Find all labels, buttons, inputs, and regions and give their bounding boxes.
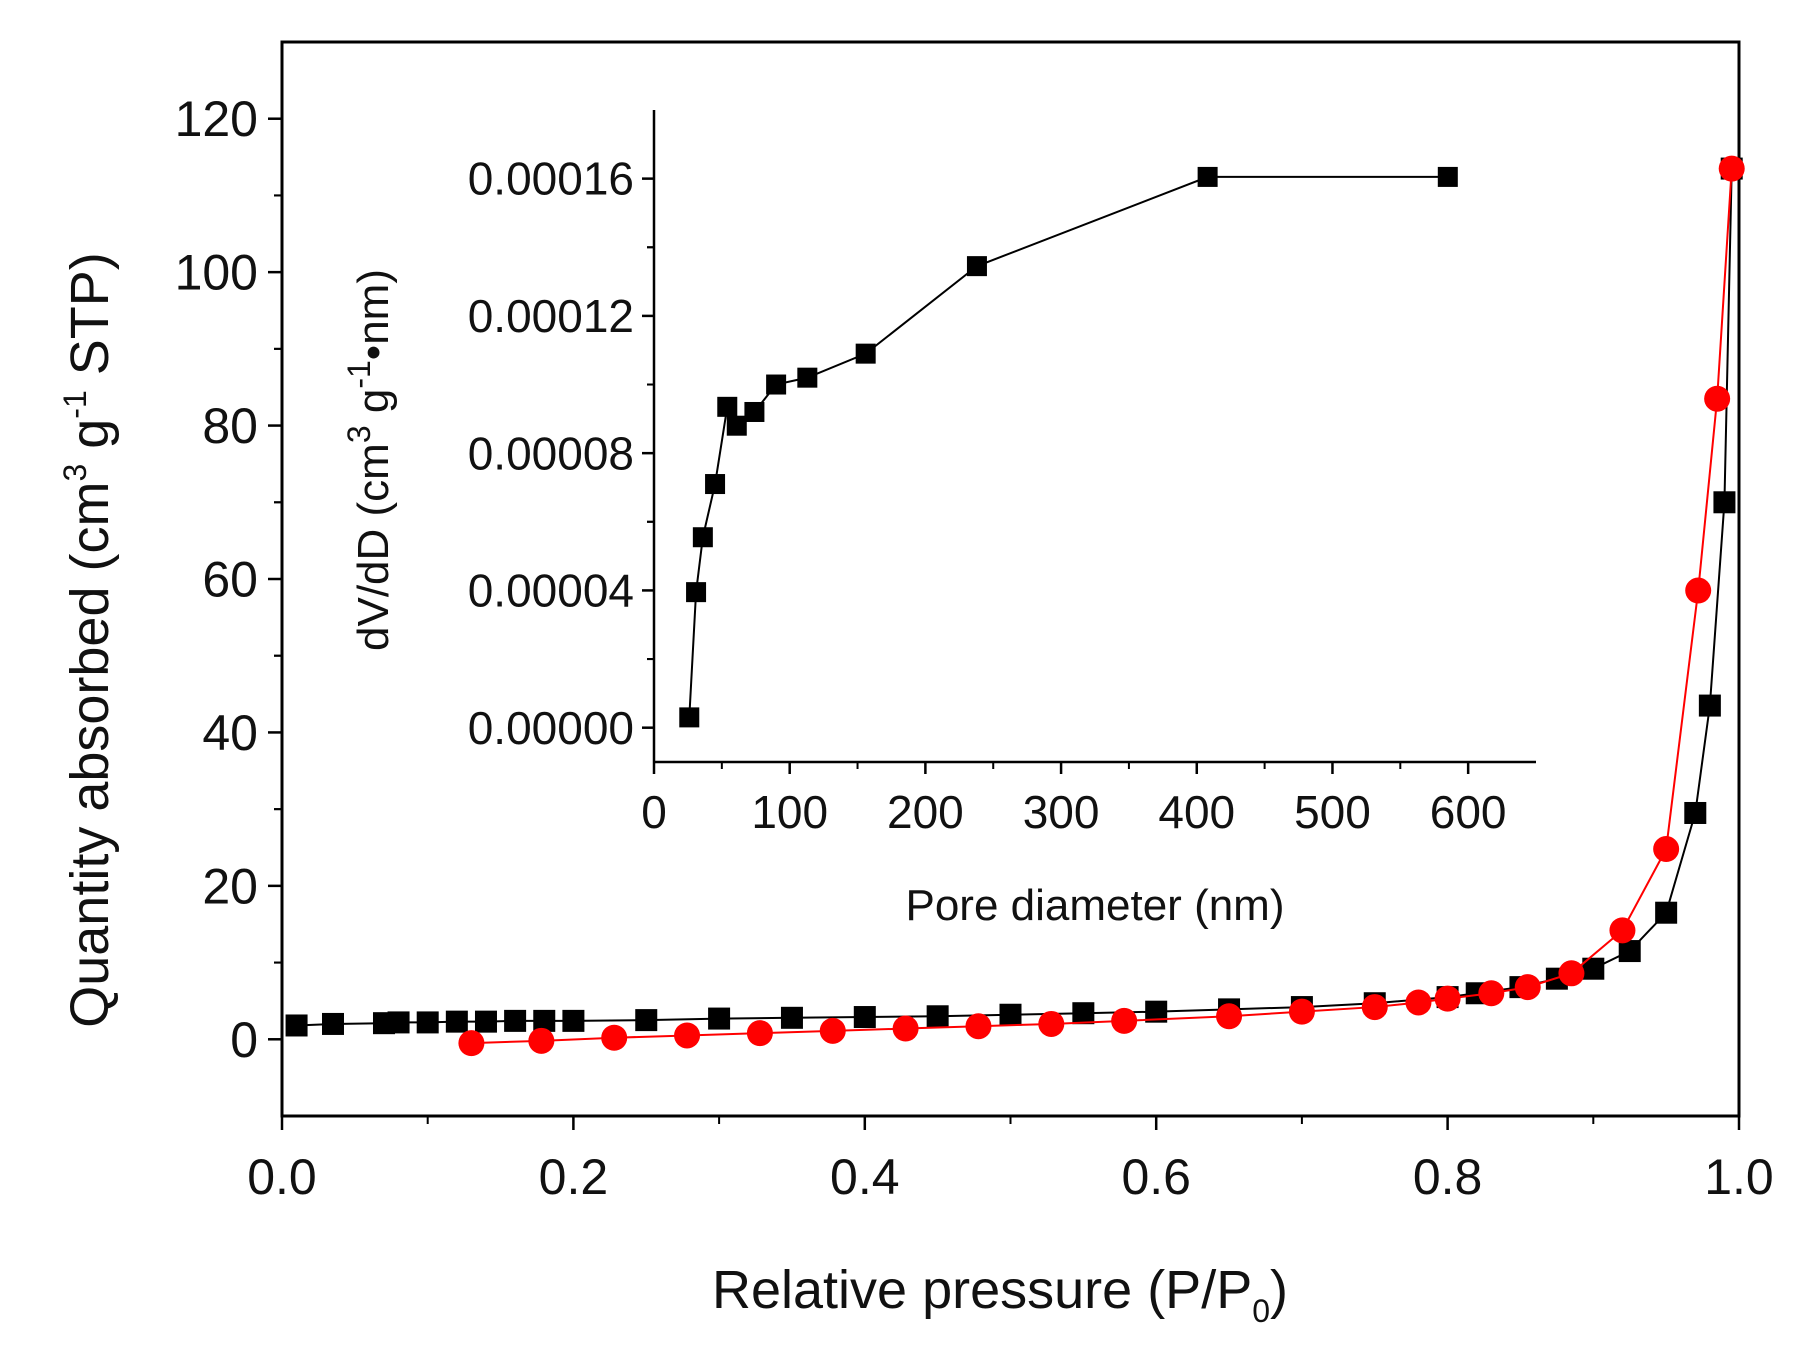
main-series-0-point	[416, 1011, 439, 1034]
main-series-1-point	[1685, 577, 1712, 604]
main-series-0-point	[999, 1003, 1022, 1026]
main-series-1-point	[1038, 1010, 1065, 1037]
main-series-1-point	[1704, 385, 1731, 412]
main-series-1-point	[1111, 1007, 1138, 1034]
main-series-0-point	[321, 1012, 344, 1035]
inset-series-0-point	[1437, 166, 1458, 187]
inset-x-tick-label: 500	[1294, 786, 1371, 838]
main-series-0-point	[562, 1009, 585, 1032]
inset-y-tick-label: 0.00004	[468, 565, 634, 617]
main-series-1-point	[1434, 985, 1461, 1012]
main-series-0-point	[387, 1011, 410, 1034]
main-series-1-point	[1653, 836, 1680, 863]
main-series-1-point	[674, 1022, 701, 1049]
main-y-tick-label: 20	[202, 858, 258, 914]
main-series-1-point	[1216, 1003, 1243, 1030]
main-x-tick-label: 0.6	[1121, 1149, 1191, 1205]
inset-series-0-point	[717, 396, 738, 417]
inset-y-tick-label: 0.00008	[468, 427, 634, 479]
main-series-1-point	[1478, 980, 1505, 1007]
main-series-0-point	[533, 1009, 556, 1032]
main-plot-series	[285, 155, 1745, 1057]
main-series-0-point	[1698, 694, 1721, 717]
inset-x-tick-label: 100	[751, 786, 828, 838]
main-series-1-point	[601, 1024, 628, 1051]
main-series-1-point	[892, 1015, 919, 1042]
main-series-0-point	[1684, 801, 1707, 824]
main-series-0-point	[285, 1014, 308, 1037]
main-series-0-point	[708, 1007, 731, 1030]
main-series-0-point	[474, 1010, 497, 1033]
main-y-tick-label: 120	[175, 91, 258, 147]
main-x-tick-label: 0.2	[539, 1149, 609, 1205]
inset-series-0-point	[726, 415, 747, 436]
inset-x-tick-label: 400	[1158, 786, 1235, 838]
main-series-1-point	[1405, 989, 1432, 1016]
inset-y-tick-label: 0.00016	[468, 153, 634, 205]
main-series-1-point	[528, 1027, 555, 1054]
main-series-1-point	[458, 1030, 485, 1057]
main-series-0-point	[635, 1009, 658, 1032]
main-y-tick-label: 80	[202, 398, 258, 454]
inset-series-0-point	[692, 527, 713, 548]
inset-series-0-point	[679, 707, 700, 728]
inset-y-tick-label: 0.00000	[468, 702, 634, 754]
main-y-tick-label: 40	[202, 705, 258, 761]
main-series-1-point	[1288, 998, 1315, 1025]
inset-x-axis-title: Pore diameter (nm)	[905, 881, 1284, 930]
main-y-tick-label: 60	[202, 552, 258, 608]
main-series-1-point	[746, 1020, 773, 1047]
main-y-tick-label: 100	[175, 245, 258, 301]
main-series-1-point	[1361, 994, 1388, 1021]
main-y-tick-label: 0	[230, 1012, 258, 1068]
main-x-tick-label: 0.8	[1413, 1149, 1483, 1205]
main-series-0-point	[853, 1006, 876, 1029]
inset-series-0-point	[797, 367, 818, 388]
inset-plot-series	[679, 166, 1458, 728]
inset-x-tick-label: 200	[887, 786, 964, 838]
inset-series-0-point	[705, 474, 726, 495]
inset-x-tick-label: 0	[641, 786, 667, 838]
main-y-axis-title: Quantity absorbed (cm3 g-1 STP)	[57, 252, 120, 1028]
main-series-0-point	[445, 1010, 468, 1033]
main-series-0-point	[1618, 940, 1641, 963]
main-series-1-point	[965, 1013, 992, 1040]
main-x-tick-label: 0.0	[247, 1149, 317, 1205]
main-series-1-point	[1558, 960, 1585, 987]
main-x-tick-label: 1.0	[1704, 1149, 1774, 1205]
main-series-0-point	[780, 1006, 803, 1029]
main-series-0-point	[1145, 1000, 1168, 1023]
inset-series-0-point	[1197, 166, 1218, 187]
main-series-1-point	[819, 1017, 846, 1044]
main-series-0-point	[1582, 957, 1605, 980]
inset-y-tick-label: 0.00012	[468, 290, 634, 342]
inset-y-axis-title: dV/dD (cm3 g-1•nm)	[341, 269, 398, 651]
main-series-1-point	[1514, 974, 1541, 1001]
inset-x-tick-label: 600	[1430, 786, 1507, 838]
main-series-0-point	[504, 1009, 527, 1032]
inset-x-tick-label: 300	[1023, 786, 1100, 838]
main-x-tick-label: 0.4	[830, 1149, 900, 1205]
inset-series-0-point	[966, 256, 987, 277]
inset-series-0-point	[686, 582, 707, 603]
main-series-0-point	[1655, 901, 1678, 924]
main-series-0-point	[1072, 1002, 1095, 1025]
main-series-1-point	[1718, 155, 1745, 182]
inset-series-0-point	[744, 401, 765, 422]
main-axis-ticks: 0.0 0.2 0.4 0.6 0.8 1.0 0 20 40 60 80 100 120	[175, 91, 1774, 1205]
inset-series-0-line	[688, 175, 1448, 718]
inset-axis-ticks: 0 100 200 300 400 500 600 0.00000 0.00004 0.00008…	[468, 153, 1507, 838]
inset-series-0-point	[855, 343, 876, 364]
main-x-axis-title: Relative pressure (P/P0)	[712, 1260, 1288, 1329]
inset-series-0-point	[766, 374, 787, 395]
main-series-1-point	[1609, 917, 1636, 944]
main-series-0-point	[926, 1005, 949, 1028]
main-series-0-point	[1713, 491, 1736, 514]
